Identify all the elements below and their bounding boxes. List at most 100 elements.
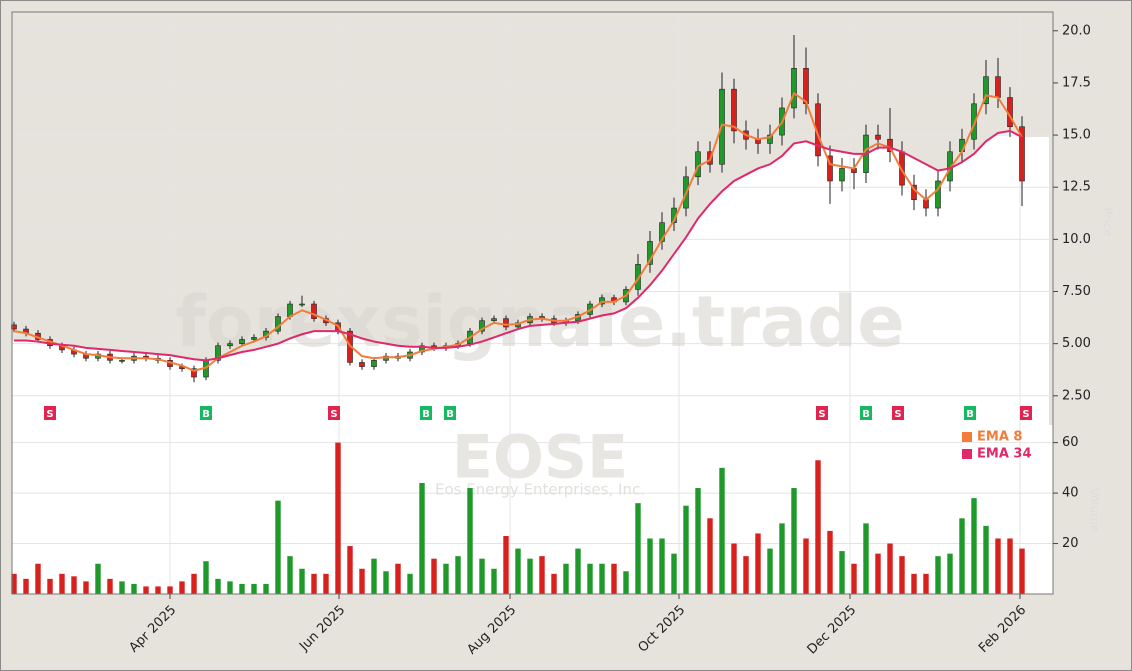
- signal-badge: [44, 406, 56, 420]
- volume-bar: [791, 488, 797, 594]
- volume-bar: [587, 563, 593, 594]
- candle-body: [791, 68, 797, 109]
- volume-bar: [947, 553, 953, 594]
- volume-bar: [803, 538, 809, 594]
- volume-bar: [119, 581, 125, 594]
- volume-bar: [71, 576, 77, 594]
- volume-bar: [671, 553, 677, 594]
- volume-bar: [575, 548, 581, 594]
- candle-body: [599, 297, 605, 305]
- signal-badge: [892, 406, 904, 420]
- y-axis-label: Price: [1101, 207, 1115, 236]
- volume-bar: [695, 488, 701, 594]
- candle-body: [731, 88, 737, 132]
- y-tick-label: 15.0: [1062, 128, 1091, 143]
- legend-label: EMA 34: [977, 447, 1032, 462]
- volume-bar: [299, 568, 305, 594]
- signal-badge: [816, 406, 828, 420]
- volume-bar: [551, 573, 557, 594]
- volume-bar: [971, 498, 977, 594]
- volume-bar: [107, 578, 113, 594]
- volume-bar: [263, 583, 269, 594]
- signal-label: S: [818, 409, 825, 420]
- volume-bar: [323, 573, 329, 594]
- volume-bar: [935, 556, 941, 594]
- volume-bar: [179, 581, 185, 594]
- volume-bar: [95, 563, 101, 594]
- volume-bar: [419, 482, 425, 594]
- volume-tick-label: 20: [1062, 536, 1079, 551]
- volume-bar: [287, 556, 293, 594]
- candle-body: [191, 368, 197, 378]
- volume-bar: [863, 523, 869, 594]
- grid-layer: [12, 12, 1053, 594]
- volume-bar: [35, 563, 41, 594]
- volume-bar: [131, 583, 137, 594]
- volume-bar: [611, 563, 617, 594]
- candle-body: [935, 180, 941, 209]
- price-area: [12, 130, 1049, 426]
- volume-bar: [1019, 548, 1025, 594]
- volume-bar: [563, 563, 569, 594]
- candle-body: [503, 318, 509, 328]
- legend-swatch: [962, 449, 972, 459]
- volume-bar: [239, 583, 245, 594]
- volume-bar: [515, 548, 521, 594]
- volume-bar: [683, 505, 689, 594]
- volume-tick-label: 60: [1062, 435, 1079, 450]
- volume-bar: [623, 571, 629, 594]
- volume-bar: [467, 488, 473, 594]
- volume-bar: [359, 568, 365, 594]
- volume-bar: [431, 558, 437, 594]
- volume-bar: [911, 573, 917, 594]
- candle-body: [971, 103, 977, 140]
- candle-body: [875, 134, 881, 140]
- candle-body: [887, 138, 893, 153]
- volume-bar: [767, 548, 773, 594]
- volume-bar: [407, 573, 413, 594]
- y-tick-label: 10.0: [1062, 232, 1091, 247]
- signal-label: S: [1022, 409, 1029, 420]
- candle-body: [215, 345, 221, 361]
- volume-bar: [659, 538, 665, 594]
- volume-bar: [635, 503, 641, 594]
- y-tick-label: 5.00: [1062, 336, 1091, 351]
- y-tick-label: 2.50: [1062, 388, 1091, 403]
- volume-bar: [443, 563, 449, 594]
- signal-label: S: [46, 409, 53, 420]
- volume-bar: [275, 500, 281, 594]
- volume-bar: [83, 581, 89, 594]
- candle-body: [251, 337, 257, 340]
- volume-bar: [191, 573, 197, 594]
- candle-body: [827, 155, 833, 182]
- candle-body: [479, 320, 485, 332]
- candle-body: [119, 360, 125, 362]
- y-tick-label: 17.5: [1062, 75, 1091, 90]
- legend-swatch: [962, 432, 972, 442]
- volume-bar: [539, 556, 545, 594]
- volume-bar: [395, 563, 401, 594]
- signal-label: B: [446, 409, 454, 420]
- volume-bar: [743, 556, 749, 594]
- signal-label: S: [894, 409, 901, 420]
- y-tick-label: 12.5: [1062, 180, 1091, 195]
- y-tick-label: 20.0: [1062, 23, 1091, 38]
- signal-label: S: [330, 409, 337, 420]
- volume-bar: [983, 525, 989, 594]
- signal-badge: [444, 406, 456, 420]
- volume-bar: [851, 563, 857, 594]
- volume-bar: [719, 467, 725, 594]
- candle-body: [1019, 126, 1025, 182]
- candle-body: [767, 134, 773, 144]
- volume-bar: [755, 533, 761, 594]
- candle-body: [995, 76, 1001, 98]
- signal-label: B: [422, 409, 430, 420]
- volume-bar: [503, 535, 509, 594]
- volume-bar: [155, 586, 161, 594]
- volume-bar: [11, 573, 17, 594]
- candle-body: [239, 339, 245, 344]
- signal-badge: [1020, 406, 1032, 420]
- volume-bar: [647, 538, 653, 594]
- volume-axis-label: Volume: [1088, 488, 1102, 533]
